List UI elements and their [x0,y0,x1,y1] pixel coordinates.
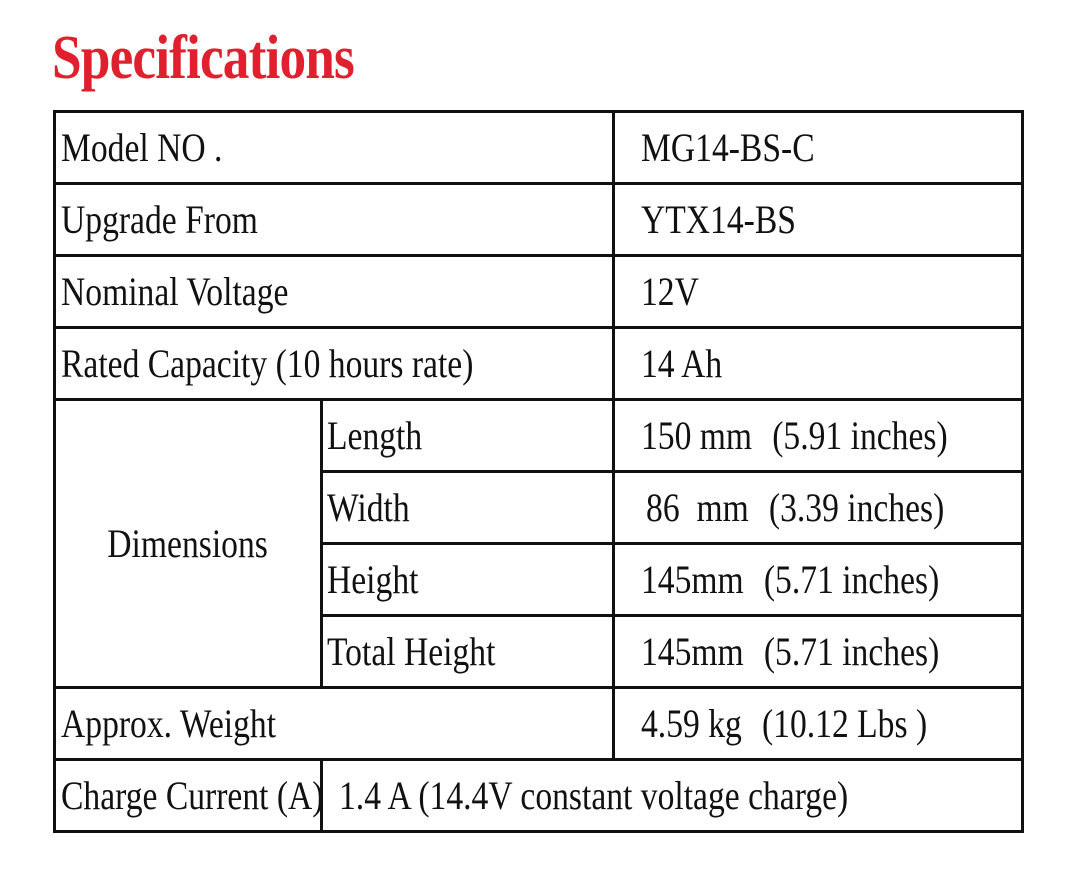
capacity-label-cell: Rated Capacity (10 hours rate) [53,326,615,401]
dimensions-label-cell: Dimensions [53,398,323,689]
length-mm: 150 mm [641,413,753,458]
upgrade-value: YTX14-BS [641,197,796,242]
height-inches: (5.71 inches) [763,557,940,602]
height-label: Height [327,557,419,602]
table-row-voltage: Nominal Voltage 12V [53,254,1024,329]
table-row-charge: Charge Current (A) 1.4 A (14.4V constant… [53,758,1024,833]
height-value: 145mm (5.71 inches) [641,556,939,603]
upgrade-value-cell: YTX14-BS [612,182,1024,257]
total-height-value-cell: 145mm (5.71 inches) [612,614,1024,689]
length-value: 150 mm (5.91 inches) [641,412,948,459]
total-height-label-cell: Total Height [320,614,615,689]
voltage-label: Nominal Voltage [61,269,289,314]
length-label-cell: Length [320,398,615,473]
width-value-cell: 86 mm (3.39 inches) [612,470,1024,545]
upgrade-label: Upgrade From [61,197,258,242]
charge-label: Charge Current (A) [61,773,322,818]
table-row-width: Width 86 mm (3.39 inches) [55,470,1024,545]
voltage-value: 12V [641,269,699,314]
weight-value-cell: 4.59 kg (10.12 Lbs ) [612,686,1024,761]
height-value-cell: 145mm (5.71 inches) [612,542,1024,617]
charge-value: 1.4 A (14.4V constant voltage charge) [339,773,849,818]
model-label: Model NO . [61,125,223,170]
weight-label: Approx. Weight [61,701,277,746]
length-value-cell: 150 mm (5.91 inches) [612,398,1024,473]
model-value-cell: MG14-BS-C [612,110,1024,185]
height-label-cell: Height [320,542,615,617]
total-height-label: Total Height [327,629,496,674]
length-label: Length [327,413,423,458]
weight-lbs: (10.12 Lbs ) [761,701,928,746]
width-label: Width [327,485,410,530]
model-value: MG14-BS-C [641,125,815,170]
weight-kg: 4.59 kg [641,701,742,746]
dimensions-label: Dimensions [107,521,269,566]
charge-value-cell: 1.4 A (14.4V constant voltage charge) [320,758,1024,833]
total-height-mm: 145mm [641,629,744,674]
voltage-label-cell: Nominal Voltage [53,254,615,329]
voltage-value-cell: 12V [612,254,1024,329]
width-inches: (3.39 inches) [768,485,945,530]
length-inches: (5.91 inches) [772,413,948,458]
width-value: 86 mm (3.39 inches) [641,484,944,531]
total-height-inches: (5.71 inches) [763,629,940,674]
upgrade-label-cell: Upgrade From [53,182,615,257]
capacity-value-cell: 14 Ah [612,326,1024,401]
table-row-capacity: Rated Capacity (10 hours rate) 14 Ah [53,326,1024,401]
height-mm: 145mm [641,557,744,602]
capacity-label: Rated Capacity (10 hours rate) [61,341,474,386]
table-row-upgrade: Upgrade From YTX14-BS [53,182,1024,257]
page-title: Specifications [52,24,355,92]
capacity-value: 14 Ah [641,341,723,386]
weight-value: 4.59 kg (10.12 Lbs ) [641,700,927,747]
width-mm: 86 mm [646,485,749,530]
table-row-height: Height 145mm (5.71 inches) [55,542,1024,617]
charge-label-cell: Charge Current (A) [53,758,323,833]
total-height-value: 145mm (5.71 inches) [641,628,939,675]
model-label-cell: Model NO . [53,110,615,185]
weight-label-cell: Approx. Weight [53,686,615,761]
table-row-length: Dimensions Length 150 mm (5.91 inches) [53,398,1024,689]
table-row-total-height: Total Height 145mm (5.71 inches) [55,614,1024,689]
table-row-model: Model NO . MG14-BS-C [53,110,1024,185]
specifications-table: Model NO . MG14-BS-C Upgrade From YTX14-… [53,110,1024,833]
width-label-cell: Width [320,470,615,545]
table-row-weight: Approx. Weight 4.59 kg (10.12 Lbs ) [53,686,1024,761]
